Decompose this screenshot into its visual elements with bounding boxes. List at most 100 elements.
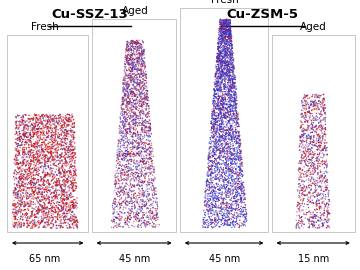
Point	[223, 215, 229, 220]
Point	[135, 61, 141, 65]
Point	[21, 222, 27, 226]
Point	[130, 147, 136, 151]
Point	[147, 211, 153, 215]
Point	[27, 178, 33, 183]
Point	[31, 131, 37, 136]
Point	[15, 193, 21, 197]
Point	[28, 133, 33, 138]
Point	[121, 110, 127, 114]
Point	[232, 80, 238, 85]
Point	[25, 139, 31, 144]
Point	[116, 147, 122, 151]
Point	[123, 94, 129, 98]
Point	[228, 103, 233, 107]
Point	[50, 210, 56, 214]
Point	[137, 175, 143, 179]
Point	[68, 173, 74, 177]
Point	[69, 152, 75, 156]
Point	[44, 161, 50, 166]
Point	[26, 200, 32, 204]
Point	[134, 76, 140, 80]
Point	[67, 176, 73, 180]
Point	[309, 215, 314, 219]
Point	[63, 190, 69, 195]
Point	[64, 177, 70, 181]
Point	[142, 223, 148, 227]
Point	[203, 218, 209, 222]
Point	[224, 42, 230, 46]
Point	[30, 156, 36, 160]
Point	[130, 39, 136, 43]
Point	[213, 200, 219, 204]
Point	[42, 160, 48, 164]
Point	[20, 160, 26, 164]
Point	[112, 188, 118, 193]
Point	[213, 113, 219, 117]
Point	[218, 28, 224, 32]
Point	[44, 194, 49, 198]
Point	[224, 56, 230, 60]
Point	[231, 216, 237, 220]
Point	[71, 148, 76, 153]
Point	[136, 163, 142, 168]
Point	[137, 135, 143, 139]
Point	[211, 127, 216, 131]
Point	[42, 125, 48, 129]
Point	[238, 163, 244, 167]
Point	[52, 179, 58, 184]
Point	[304, 150, 310, 154]
Point	[154, 211, 160, 215]
Point	[128, 79, 134, 83]
Point	[61, 206, 67, 210]
Point	[222, 44, 228, 48]
Point	[69, 182, 75, 186]
Point	[118, 113, 124, 117]
Point	[305, 136, 310, 141]
Point	[230, 208, 235, 212]
Point	[231, 77, 237, 82]
Point	[128, 177, 134, 181]
Point	[131, 47, 136, 51]
Point	[26, 162, 32, 166]
Point	[23, 130, 28, 134]
Point	[63, 184, 68, 188]
Point	[209, 114, 215, 118]
Point	[63, 197, 68, 201]
Point	[225, 168, 231, 172]
Point	[137, 54, 143, 58]
Point	[222, 128, 228, 132]
Point	[220, 108, 226, 113]
Point	[232, 171, 238, 176]
Point	[222, 178, 228, 183]
Point	[229, 127, 234, 131]
Point	[223, 143, 229, 147]
Point	[323, 178, 329, 183]
Point	[210, 149, 216, 153]
Point	[63, 131, 69, 135]
Point	[219, 190, 225, 194]
Point	[208, 180, 214, 184]
Point	[31, 173, 36, 177]
Point	[129, 158, 135, 162]
Point	[217, 151, 222, 156]
Point	[211, 140, 217, 144]
Point	[33, 223, 39, 227]
Point	[41, 210, 47, 214]
Point	[223, 111, 229, 115]
Point	[229, 108, 235, 112]
Point	[229, 34, 235, 39]
Point	[231, 112, 237, 116]
Point	[307, 196, 313, 200]
Point	[37, 119, 43, 123]
Point	[41, 149, 46, 153]
Point	[21, 195, 27, 200]
Point	[129, 38, 135, 42]
Point	[219, 186, 224, 190]
Point	[224, 209, 230, 213]
Point	[41, 179, 47, 183]
Point	[119, 157, 125, 161]
Point	[215, 56, 221, 60]
Point	[54, 143, 60, 147]
Point	[73, 185, 79, 189]
Point	[129, 168, 135, 172]
